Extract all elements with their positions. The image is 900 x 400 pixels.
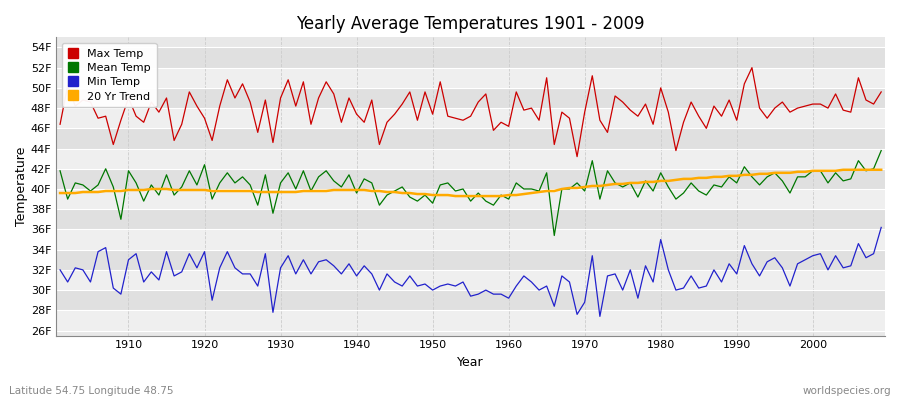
Y-axis label: Temperature: Temperature [15,147,28,226]
Min Temp [876,225,886,230]
20 Yr Trend [328,188,339,192]
Bar [57,310,885,330]
Legend: Max Temp, Mean Temp, Min Temp, 20 Yr Trend: Max Temp, Mean Temp, Min Temp, 20 Yr Tre… [62,43,157,107]
Mean Temp [328,178,339,183]
Bar [57,230,885,250]
Max Temp [496,120,507,125]
Bar [57,290,885,310]
Mean Temp [503,197,514,202]
Max Temp [572,154,582,159]
Text: Latitude 54.75 Longitude 48.75: Latitude 54.75 Longitude 48.75 [9,386,174,396]
Max Temp [503,124,514,129]
Max Temp [283,77,293,82]
20 Yr Trend [450,194,461,198]
Bar [57,68,885,88]
Line: Max Temp: Max Temp [60,68,881,157]
Mean Temp [549,233,560,238]
20 Yr Trend [283,190,293,194]
Max Temp [115,118,126,123]
Bar [57,88,885,108]
Mean Temp [283,170,293,175]
20 Yr Trend [876,167,886,172]
Bar [57,108,885,128]
Min Temp [55,268,66,272]
Min Temp [115,292,126,296]
Max Temp [876,90,886,94]
Bar [57,270,885,290]
Bar [57,250,885,270]
X-axis label: Year: Year [457,356,484,369]
Bar [57,128,885,148]
Mean Temp [496,193,507,198]
Bar [57,148,885,169]
Bar [57,209,885,230]
Min Temp [503,296,514,300]
Mean Temp [55,168,66,173]
Min Temp [283,253,293,258]
Title: Yearly Average Temperatures 1901 - 2009: Yearly Average Temperatures 1901 - 2009 [296,15,645,33]
Max Temp [328,92,339,96]
Mean Temp [115,217,126,222]
Bar [57,189,885,209]
Line: 20 Yr Trend: 20 Yr Trend [60,170,881,196]
Max Temp [602,130,613,135]
20 Yr Trend [511,193,522,198]
Mean Temp [602,168,613,173]
Min Temp [595,314,606,319]
Text: worldspecies.org: worldspecies.org [803,386,891,396]
20 Yr Trend [503,193,514,198]
Mean Temp [876,148,886,153]
20 Yr Trend [838,167,849,172]
20 Yr Trend [115,189,126,194]
Min Temp [328,264,339,268]
Line: Mean Temp: Mean Temp [60,150,881,236]
Max Temp [55,122,66,127]
Bar [57,169,885,189]
Max Temp [746,65,757,70]
Min Temp [496,292,507,296]
Min Temp [602,274,613,278]
Line: Min Temp: Min Temp [60,228,881,316]
20 Yr Trend [55,191,66,196]
Bar [57,48,885,68]
20 Yr Trend [602,182,613,187]
